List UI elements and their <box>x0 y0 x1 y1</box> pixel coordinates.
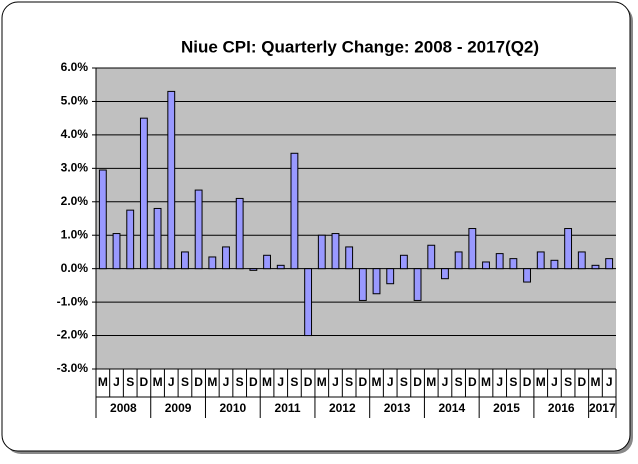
bar <box>564 228 573 270</box>
x-tick-label: J <box>223 375 230 389</box>
bar <box>153 207 162 270</box>
y-tick-label: -1.0% <box>57 294 89 308</box>
x-tick-label: D <box>194 375 203 389</box>
x-tick-label: J <box>496 375 503 389</box>
bar <box>399 254 408 270</box>
x-tick-label: M <box>153 375 163 389</box>
x-tick-label: S <box>509 375 517 389</box>
y-tick-label: 0.0% <box>61 261 89 275</box>
x-tick-label: S <box>564 375 572 389</box>
bar <box>482 261 490 270</box>
x-tick-label: D <box>413 375 422 389</box>
x-group-label: 2008 <box>110 401 137 415</box>
bar <box>290 152 299 270</box>
bar <box>167 90 176 270</box>
x-tick-label: M <box>372 375 382 389</box>
bar <box>441 268 449 280</box>
x-tick-label: S <box>400 375 408 389</box>
bar <box>413 268 422 301</box>
y-tick-label: 4.0% <box>61 127 89 141</box>
x-tick-label: D <box>249 375 258 389</box>
bar <box>139 117 148 270</box>
x-tick-label: J <box>168 375 175 389</box>
x-tick-label: J <box>442 375 449 389</box>
bar <box>181 251 189 270</box>
bar <box>249 268 258 271</box>
bar <box>577 251 586 270</box>
x-tick-label: M <box>536 375 546 389</box>
bar <box>276 264 285 270</box>
x-tick-label: J <box>332 375 339 389</box>
x-group-label: 2013 <box>384 401 411 415</box>
bar <box>112 233 121 270</box>
bar <box>536 251 545 270</box>
x-tick-label: D <box>359 375 368 389</box>
x-tick-label: D <box>577 375 586 389</box>
bar <box>208 256 217 270</box>
y-tick-label: 1.0% <box>61 227 89 241</box>
bar <box>126 209 135 270</box>
x-tick-label: S <box>290 375 298 389</box>
y-tick-label: 2.0% <box>61 194 89 208</box>
x-group-label: 2012 <box>329 401 356 415</box>
x-tick-label: S <box>345 375 353 389</box>
x-tick-label: D <box>140 375 149 389</box>
y-tick-label: -3.0% <box>57 361 89 375</box>
y-tick-label: -2.0% <box>57 328 89 342</box>
bar <box>523 268 531 283</box>
bar <box>235 197 244 270</box>
bar <box>550 259 559 270</box>
y-tick-label: 6.0% <box>61 60 89 74</box>
bar <box>605 258 614 270</box>
x-tick-label: M <box>98 375 108 389</box>
bar <box>509 258 518 270</box>
x-tick-label: S <box>181 375 189 389</box>
x-tick-label: S <box>126 375 134 389</box>
x-tick-label: M <box>481 375 491 389</box>
x-tick-label: J <box>551 375 558 389</box>
x-tick-label: S <box>236 375 244 389</box>
chart-title: Niue CPI: Quarterly Change: 2008 - 2017(… <box>181 37 539 56</box>
x-tick-label: J <box>606 375 613 389</box>
plot-area <box>96 68 616 369</box>
bar <box>345 246 354 270</box>
x-tick-label: D <box>523 375 532 389</box>
x-group-label: 2017 <box>589 401 616 415</box>
bar <box>358 268 367 301</box>
x-tick-label: M <box>207 375 217 389</box>
bar <box>263 254 271 270</box>
x-tick-label: J <box>387 375 394 389</box>
bar <box>454 251 463 270</box>
x-group-label: 2009 <box>165 401 192 415</box>
x-tick-label: D <box>304 375 313 389</box>
bar <box>317 234 326 270</box>
y-tick-label: 3.0% <box>61 161 89 175</box>
bar <box>304 268 313 337</box>
bar <box>495 253 504 270</box>
x-group-label: 2016 <box>548 401 575 415</box>
x-tick-label: M <box>317 375 327 389</box>
bar <box>372 268 381 295</box>
bar <box>222 246 230 270</box>
bar <box>427 244 436 270</box>
bar <box>98 169 107 270</box>
x-tick-label: M <box>426 375 436 389</box>
x-group-label: 2010 <box>219 401 246 415</box>
x-tick-label: S <box>455 375 463 389</box>
x-tick-label: J <box>113 375 120 389</box>
bar <box>331 233 340 270</box>
bar <box>194 189 203 270</box>
x-tick-label: M <box>262 375 272 389</box>
bar <box>468 228 477 270</box>
x-group-label: 2014 <box>438 401 465 415</box>
bar <box>591 264 600 270</box>
x-tick-label: M <box>590 375 600 389</box>
y-tick-label: 5.0% <box>61 94 89 108</box>
x-tick-label: D <box>468 375 477 389</box>
x-tick-label: J <box>277 375 284 389</box>
x-group-label: 2015 <box>493 401 520 415</box>
x-group-label: 2011 <box>275 401 301 415</box>
bar <box>386 268 395 285</box>
